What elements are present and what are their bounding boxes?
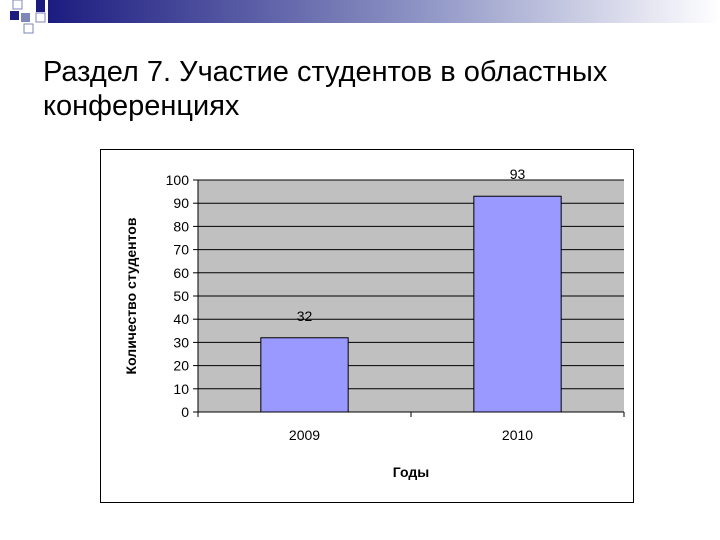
slide-decoration-squares [10, 0, 720, 34]
bar [260, 337, 349, 413]
deco-square-dark-1 [10, 11, 19, 20]
deco-square-light [21, 13, 30, 22]
y-tick-label: 100 [166, 172, 190, 188]
deco-square-outline-3 [35, 12, 46, 23]
y-tick-label: 40 [173, 311, 189, 327]
y-axis-title: Количество студентов [123, 217, 139, 374]
y-tick-label: 30 [173, 334, 189, 350]
y-tick-label: 90 [173, 195, 189, 211]
y-tick-label: 10 [173, 381, 189, 397]
deco-gradient-band [48, 0, 720, 23]
y-tick-label: 20 [173, 358, 189, 374]
x-tick-label: 2009 [289, 427, 320, 443]
deco-square-outline-2 [23, 23, 34, 34]
x-tick-label: 2010 [502, 427, 533, 443]
deco-square-outline-1 [12, 0, 23, 10]
y-tick-label: 60 [173, 265, 189, 281]
y-tick-label: 0 [181, 404, 189, 420]
bar-chart: 0 10 20 30 40 50 60 70 80 90 100 32 2009 93 2010 Годы Ко… [123, 166, 625, 480]
y-tick-label: 50 [173, 288, 189, 304]
y-tick-label: 70 [173, 242, 189, 258]
slide-title: Раздел 7. Участие студентов в областных … [43, 56, 608, 122]
y-tick-label: 80 [173, 218, 189, 234]
data-label: 93 [510, 166, 526, 182]
deco-square-dark-2 [36, 0, 45, 12]
data-label: 32 [297, 308, 313, 324]
x-axis-title: Годы [393, 464, 429, 480]
chart-frame: 0 10 20 30 40 50 60 70 80 90 100 32 2009 93 2010 Годы Ко… [100, 149, 634, 503]
bar [473, 195, 562, 413]
